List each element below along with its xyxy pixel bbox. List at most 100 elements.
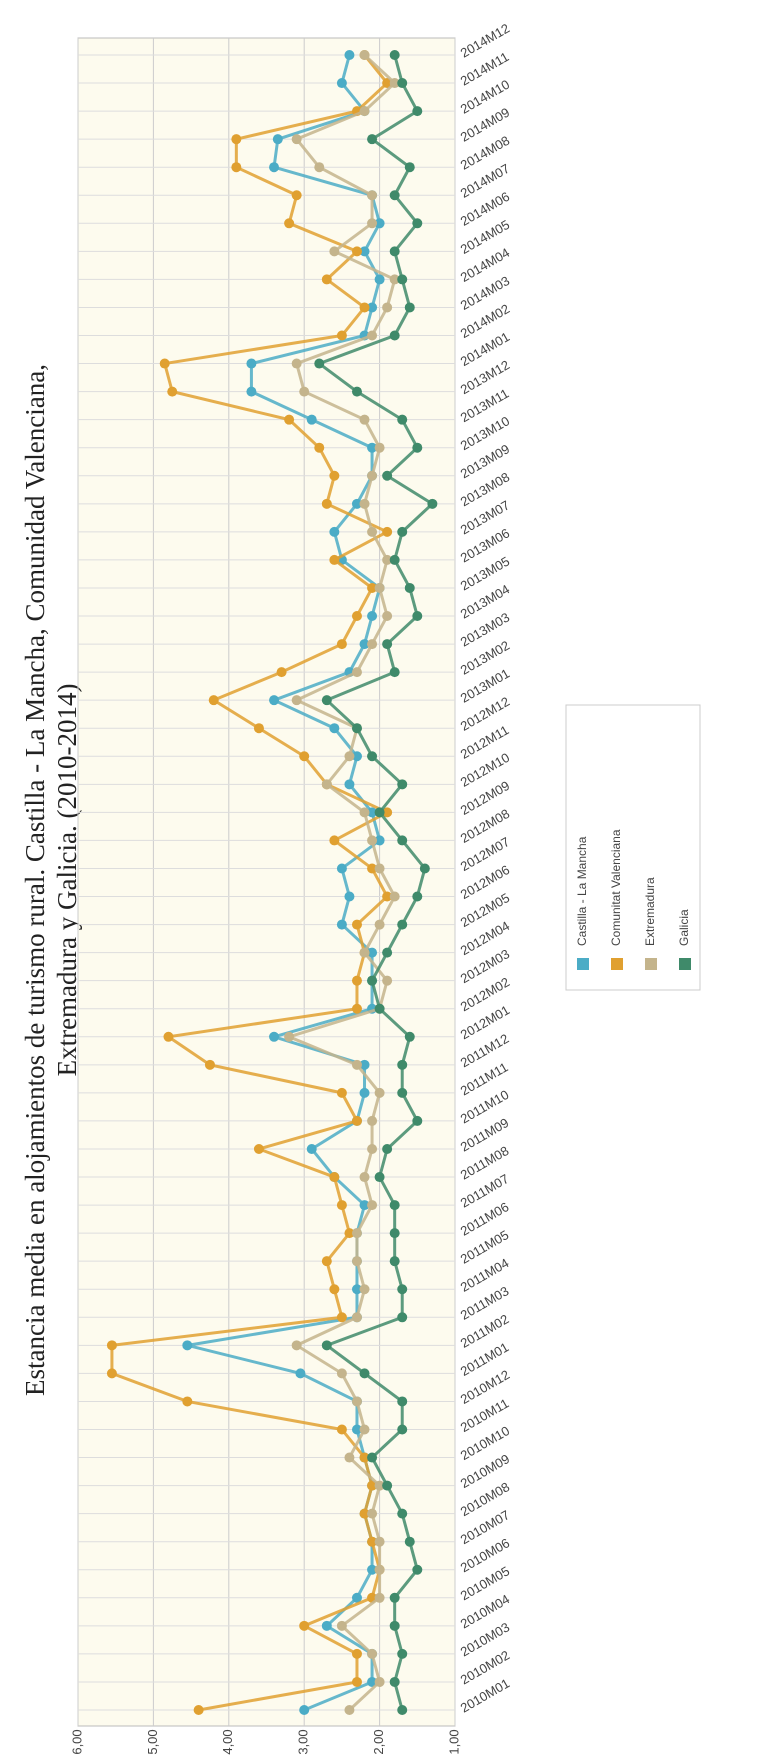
data-point	[336, 1368, 347, 1379]
data-point	[412, 891, 423, 902]
data-point	[359, 1059, 370, 1070]
data-point	[397, 78, 408, 89]
data-point	[389, 891, 400, 902]
data-point	[344, 1228, 355, 1239]
data-point	[359, 498, 370, 509]
data-point	[382, 554, 393, 565]
data-point	[382, 1480, 393, 1491]
data-point	[246, 358, 257, 369]
data-point	[389, 50, 400, 60]
data-point	[344, 1705, 355, 1715]
data-point	[374, 1172, 385, 1183]
data-point	[367, 442, 378, 453]
data-point	[404, 1536, 415, 1547]
data-point	[367, 1200, 378, 1211]
data-point	[397, 414, 408, 425]
data-point	[412, 218, 423, 229]
data-point	[106, 1368, 117, 1379]
data-point	[276, 667, 287, 678]
data-point	[367, 1564, 378, 1575]
data-point	[367, 1452, 378, 1463]
data-point	[351, 1648, 362, 1659]
data-point	[412, 1564, 423, 1575]
data-point	[397, 274, 408, 285]
data-point	[351, 1115, 362, 1126]
data-point	[336, 919, 347, 930]
data-point	[374, 1564, 385, 1575]
data-point	[374, 807, 385, 818]
data-point	[321, 1340, 332, 1351]
data-point	[374, 442, 385, 453]
data-point	[397, 779, 408, 790]
data-point	[367, 1115, 378, 1126]
data-point	[336, 1312, 347, 1323]
data-point	[397, 526, 408, 537]
data-point	[359, 414, 370, 425]
data-point	[359, 807, 370, 818]
data-point	[367, 1536, 378, 1547]
data-point	[329, 526, 340, 537]
data-point	[351, 246, 362, 257]
data-point	[321, 1620, 332, 1631]
data-point	[374, 835, 385, 846]
data-point	[344, 1452, 355, 1463]
data-point	[167, 386, 178, 397]
legend-label: Galicia	[677, 909, 691, 946]
data-point	[193, 1705, 204, 1715]
data-point	[351, 1396, 362, 1407]
data-point	[359, 246, 370, 257]
data-point	[389, 1620, 400, 1631]
y-tick-label: 1,00	[446, 1729, 461, 1754]
data-point	[272, 134, 283, 145]
data-point	[351, 1256, 362, 1267]
data-point	[359, 1284, 370, 1295]
series-line	[316, 54, 435, 1711]
data-point	[329, 246, 340, 257]
data-point	[389, 554, 400, 565]
data-point	[159, 358, 170, 369]
data-point	[231, 134, 242, 145]
data-point	[367, 947, 378, 958]
data-point	[329, 1172, 340, 1183]
y-tick-label: 6,00	[69, 1729, 84, 1754]
data-point	[344, 891, 355, 902]
data-point	[351, 919, 362, 930]
data-point	[367, 526, 378, 537]
data-point	[412, 442, 423, 453]
data-point	[351, 1059, 362, 1070]
data-point	[367, 330, 378, 341]
data-point	[397, 1087, 408, 1098]
legend-swatch	[577, 958, 589, 970]
data-point	[404, 162, 415, 173]
data-point	[367, 134, 378, 145]
data-point	[382, 526, 393, 537]
data-point	[397, 1508, 408, 1519]
data-point	[231, 162, 242, 173]
data-point	[269, 1031, 280, 1042]
data-point	[306, 1143, 317, 1154]
data-point	[367, 975, 378, 986]
data-point	[321, 1256, 332, 1267]
data-point	[382, 975, 393, 986]
data-point	[351, 1312, 362, 1323]
data-point	[314, 358, 325, 369]
data-point	[374, 1592, 385, 1603]
data-point	[389, 274, 400, 285]
data-point	[351, 751, 362, 762]
data-point	[404, 582, 415, 593]
data-point	[351, 667, 362, 678]
data-point	[329, 554, 340, 565]
data-point	[389, 1676, 400, 1687]
data-point	[359, 1424, 370, 1435]
legend-label: Comunitat Valenciana	[609, 829, 623, 946]
data-point	[359, 1087, 370, 1098]
data-point	[351, 1228, 362, 1239]
data-point	[389, 667, 400, 678]
data-point	[351, 611, 362, 622]
data-point	[321, 779, 332, 790]
data-point	[374, 1003, 385, 1014]
data-point	[374, 1087, 385, 1098]
data-point	[336, 1200, 347, 1211]
data-point	[306, 414, 317, 425]
